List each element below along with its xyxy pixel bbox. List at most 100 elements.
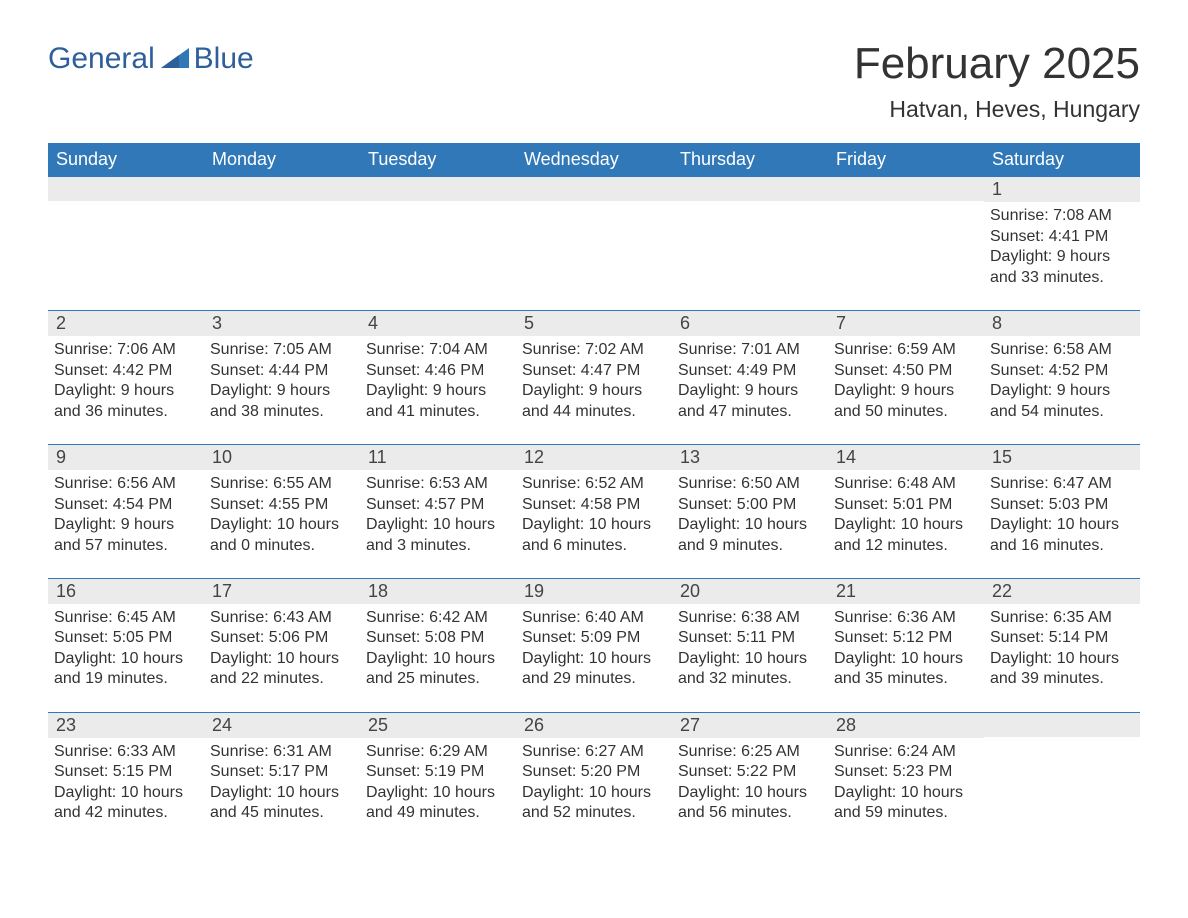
sunrise-line: Sunrise: 6:43 AM	[210, 608, 354, 628]
day-number: 19	[516, 579, 672, 604]
day-cell: 21 Sunrise: 6:36 AMSunset: 5:12 PMDayligh…	[828, 579, 984, 713]
sunrise-line: Sunrise: 6:24 AM	[834, 742, 978, 762]
sunrise-line: Sunrise: 6:50 AM	[678, 474, 822, 494]
day-number: 7	[828, 311, 984, 336]
daylight-line: Daylight: 9 hours and 54 minutes.	[990, 381, 1134, 422]
sunset-line: Sunset: 4:54 PM	[54, 495, 198, 515]
sunrise-line: Sunrise: 6:53 AM	[366, 474, 510, 494]
day-cell: 27Sunrise: 6:25 AMSunset: 5:22 PMDayligh…	[672, 712, 828, 845]
sunset-line: Sunset: 4:58 PM	[522, 495, 666, 515]
dow-header: Monday	[204, 143, 360, 177]
daylight-line: Daylight: 9 hours and 44 minutes.	[522, 381, 666, 422]
day-number: 6	[672, 311, 828, 336]
location: Hatvan, Heves, Hungary	[854, 96, 1140, 123]
sunrise-line: Sunrise: 6:25 AM	[678, 742, 822, 762]
day-number: 13	[672, 445, 828, 470]
day-number: 4	[360, 311, 516, 336]
daylight-line: Daylight: 9 hours and 57 minutes.	[54, 515, 198, 556]
week-row: 23Sunrise: 6:33 AMSunset: 5:15 PMDayligh…	[48, 712, 1140, 845]
calendar-table: SundayMondayTuesdayWednesdayThursdayFrid…	[48, 143, 1140, 845]
sunset-line: Sunset: 4:47 PM	[522, 361, 666, 381]
sunset-line: Sunset: 5:14 PM	[990, 628, 1134, 648]
sunrise-line: Sunrise: 7:08 AM	[990, 206, 1134, 226]
day-cell: 8Sunrise: 6:58 AMSunset: 4:52 PMDaylight…	[984, 311, 1140, 445]
day-cell: 14 Sunrise: 6:48 AMSunset: 5:01 PMDayligh…	[828, 445, 984, 579]
sunset-line: Sunset: 5:00 PM	[678, 495, 822, 515]
day-info: Sunrise: 6:35 AMSunset: 5:14 PMDaylight:…	[990, 608, 1134, 690]
day-number: 22	[984, 579, 1140, 604]
day-cell: 6Sunrise: 7:01 AMSunset: 4:49 PMDaylight…	[672, 311, 828, 445]
day-cell: 25Sunrise: 6:29 AMSunset: 5:19 PMDayligh…	[360, 712, 516, 845]
sunrise-line: Sunrise: 7:05 AM	[210, 340, 354, 360]
day-info: Sunrise: 6:38 AMSunset: 5:11 PMDaylight:…	[678, 608, 822, 690]
sunrise-line: Sunrise: 6:55 AM	[210, 474, 354, 494]
logo-word1: General	[48, 42, 155, 75]
sunrise-line: Sunrise: 7:06 AM	[54, 340, 198, 360]
day-cell: 23Sunrise: 6:33 AMSunset: 5:15 PMDayligh…	[48, 712, 204, 845]
daylight-line: Daylight: 10 hours and 42 minutes.	[54, 783, 198, 824]
day-cell: 26Sunrise: 6:27 AMSunset: 5:20 PMDayligh…	[516, 712, 672, 845]
day-info: Sunrise: 6:24 AMSunset: 5:23 PMDaylight:…	[834, 742, 978, 824]
day-info: Sunrise: 7:04 AMSunset: 4:46 PMDaylight:…	[366, 340, 510, 422]
sunset-line: Sunset: 4:42 PM	[54, 361, 198, 381]
day-number: 24	[204, 713, 360, 738]
day-info: Sunrise: 6:42 AMSunset: 5:08 PMDaylight:…	[366, 608, 510, 690]
day-cell-empty	[204, 177, 360, 311]
day-cell: 20Sunrise: 6:38 AMSunset: 5:11 PMDayligh…	[672, 579, 828, 713]
day-info: Sunrise: 6:47 AMSunset: 5:03 PMDaylight:…	[990, 474, 1134, 556]
daylight-line: Daylight: 10 hours and 35 minutes.	[834, 649, 978, 690]
day-number: 14	[828, 445, 984, 470]
sunrise-line: Sunrise: 6:52 AM	[522, 474, 666, 494]
day-cell: 11Sunrise: 6:53 AMSunset: 4:57 PMDayligh…	[360, 445, 516, 579]
sunrise-line: Sunrise: 6:59 AM	[834, 340, 978, 360]
day-number	[672, 177, 828, 201]
daylight-line: Daylight: 9 hours and 41 minutes.	[366, 381, 510, 422]
day-number	[828, 177, 984, 201]
daylight-line: Daylight: 10 hours and 6 minutes.	[522, 515, 666, 556]
day-info: Sunrise: 6:53 AMSunset: 4:57 PMDaylight:…	[366, 474, 510, 556]
daylight-line: Daylight: 10 hours and 59 minutes.	[834, 783, 978, 824]
day-cell: 22 Sunrise: 6:35 AMSunset: 5:14 PMDayligh…	[984, 579, 1140, 713]
day-cell: 9Sunrise: 6:56 AMSunset: 4:54 PMDaylight…	[48, 445, 204, 579]
day-info: Sunrise: 6:48 AMSunset: 5:01 PMDaylight:…	[834, 474, 978, 556]
sunrise-line: Sunrise: 6:29 AM	[366, 742, 510, 762]
day-info: Sunrise: 6:56 AMSunset: 4:54 PMDaylight:…	[54, 474, 198, 556]
sunrise-line: Sunrise: 6:40 AM	[522, 608, 666, 628]
sunrise-line: Sunrise: 6:31 AM	[210, 742, 354, 762]
day-info: Sunrise: 7:02 AMSunset: 4:47 PMDaylight:…	[522, 340, 666, 422]
day-cell-empty	[48, 177, 204, 311]
day-number	[360, 177, 516, 201]
day-number	[204, 177, 360, 201]
day-number: 12	[516, 445, 672, 470]
day-cell: 3Sunrise: 7:05 AMSunset: 4:44 PMDaylight…	[204, 311, 360, 445]
day-info: Sunrise: 6:25 AMSunset: 5:22 PMDaylight:…	[678, 742, 822, 824]
daylight-line: Daylight: 9 hours and 47 minutes.	[678, 381, 822, 422]
day-cell-empty	[360, 177, 516, 311]
day-number: 25	[360, 713, 516, 738]
daylight-line: Daylight: 10 hours and 22 minutes.	[210, 649, 354, 690]
sunrise-line: Sunrise: 6:56 AM	[54, 474, 198, 494]
sunset-line: Sunset: 5:20 PM	[522, 762, 666, 782]
logo-flag-icon	[161, 48, 189, 73]
day-info: Sunrise: 7:06 AMSunset: 4:42 PMDaylight:…	[54, 340, 198, 422]
sunset-line: Sunset: 5:01 PM	[834, 495, 978, 515]
day-info: Sunrise: 7:05 AMSunset: 4:44 PMDaylight:…	[210, 340, 354, 422]
day-info: Sunrise: 6:40 AMSunset: 5:09 PMDaylight:…	[522, 608, 666, 690]
day-info: Sunrise: 6:31 AMSunset: 5:17 PMDaylight:…	[210, 742, 354, 824]
sunset-line: Sunset: 5:08 PM	[366, 628, 510, 648]
sunset-line: Sunset: 5:11 PM	[678, 628, 822, 648]
daylight-line: Daylight: 10 hours and 29 minutes.	[522, 649, 666, 690]
daylight-line: Daylight: 10 hours and 9 minutes.	[678, 515, 822, 556]
day-cell: 1Sunrise: 7:08 AMSunset: 4:41 PMDaylight…	[984, 177, 1140, 311]
sunrise-line: Sunrise: 6:48 AM	[834, 474, 978, 494]
sunset-line: Sunset: 5:17 PM	[210, 762, 354, 782]
day-number: 5	[516, 311, 672, 336]
day-number: 18	[360, 579, 516, 604]
daylight-line: Daylight: 10 hours and 19 minutes.	[54, 649, 198, 690]
sunset-line: Sunset: 5:22 PM	[678, 762, 822, 782]
day-number: 21	[828, 579, 984, 604]
day-info: Sunrise: 6:36 AMSunset: 5:12 PMDaylight:…	[834, 608, 978, 690]
day-cell: 15Sunrise: 6:47 AMSunset: 5:03 PMDayligh…	[984, 445, 1140, 579]
day-info: Sunrise: 6:58 AMSunset: 4:52 PMDaylight:…	[990, 340, 1134, 422]
sunset-line: Sunset: 4:41 PM	[990, 227, 1134, 247]
